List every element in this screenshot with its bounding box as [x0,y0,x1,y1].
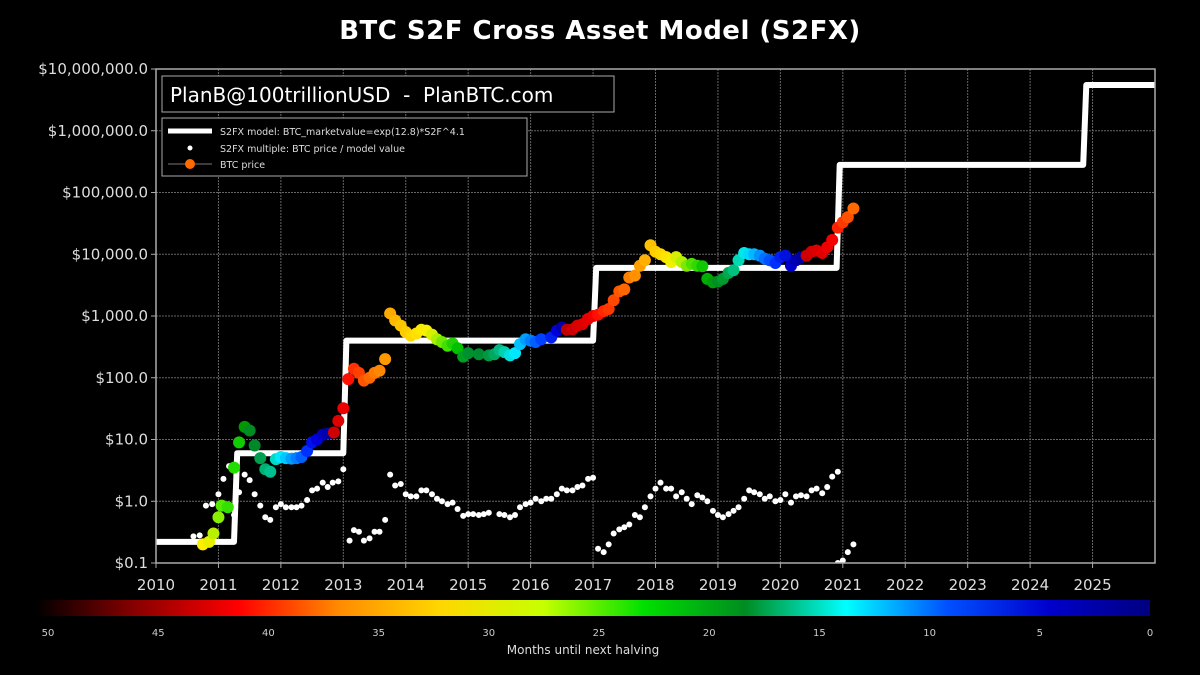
legend-dot-swatch [187,145,193,151]
colorbar-tick-label: 5 [1037,628,1043,639]
colorbar-tick-label: 30 [482,628,495,639]
x-tick-label: 2019 [699,576,737,594]
x-axis: 2010 2011 2012 2013 2014 2015 2016 2017 2018 2019… [137,563,1112,594]
x-tick-label: 2011 [199,576,237,594]
colorbar-tick-label: 25 [593,628,606,639]
x-tick-label: 2023 [949,576,987,594]
colorbar-tick-label: 10 [923,628,936,639]
x-tick-label: 2010 [137,576,175,594]
y-tick-label: $1,000.0 [81,307,148,325]
colorbar-tick-label: 35 [372,628,385,639]
colorbar-tick-label: 20 [703,628,716,639]
y-tick-label: $1,000,000.0 [48,122,148,140]
x-tick-label: 2013 [324,576,362,594]
s2fx-multiple-series [190,463,857,563]
colorbar-label: Months until next halving [507,643,659,657]
plot-frame [155,68,1156,564]
x-tick-label: 2016 [512,576,550,594]
y-tick-label: $10,000.0 [72,245,148,263]
x-tick-label: 2017 [574,576,612,594]
x-tick-label: 2018 [636,576,674,594]
legend-label-price: BTC price [220,160,265,171]
y-tick-label: $10,000,000.0 [38,60,148,78]
legend: S2FX model: BTC_marketvalue=exp(12.8)*S2… [161,117,528,177]
x-tick-label: 2024 [1011,576,1049,594]
y-tick-label: $1.0 [115,492,148,510]
y-tick-label: $10.0 [105,431,148,449]
x-tick-label: 2015 [449,576,487,594]
chart-title: BTC S2F Cross Asset Model (S2FX) [339,16,861,46]
colorbar-tick-label: 45 [152,628,165,639]
colorbar-tick-label: 50 [42,628,55,639]
x-tick-label: 2025 [1073,576,1111,594]
x-tick-label: 2021 [824,576,862,594]
watermark-text: PlanB@100trillionUSD - PlanBTC.com [170,83,553,107]
colorbar-tick-label: 0 [1147,628,1153,639]
legend-marker-swatch [185,159,195,169]
btc-price-series [196,202,860,551]
legend-label-multiple: S2FX multiple: BTC price / model value [220,144,405,155]
x-tick-label: 2014 [387,576,425,594]
colorbar-tick-label: 40 [262,628,275,639]
y-axis: $0.1 $1.0 $10.0 $100.0 $1,000.0 $10,000.0 $100… [38,60,156,572]
y-tick-label: $100,000.0 [62,184,148,202]
x-tick-label: 2012 [262,576,300,594]
colorbar-gradient [36,600,1150,616]
x-tick-label: 2020 [761,576,799,594]
colorbar: 50 45 40 35 30 25 20 15 10 5 0 Months until next h… [36,600,1153,657]
legend-label-model: S2FX model: BTC_marketvalue=exp(12.8)*S2… [220,127,465,138]
y-tick-label: $0.1 [115,554,148,572]
x-tick-label: 2022 [886,576,924,594]
colorbar-tick-label: 15 [813,628,826,639]
watermark-box: PlanB@100trillionUSD - PlanBTC.com [161,75,615,113]
y-tick-label: $100.0 [96,369,149,387]
plot-area [156,82,1155,563]
colorbar-ticks: 50 45 40 35 30 25 20 15 10 5 0 [42,628,1154,639]
